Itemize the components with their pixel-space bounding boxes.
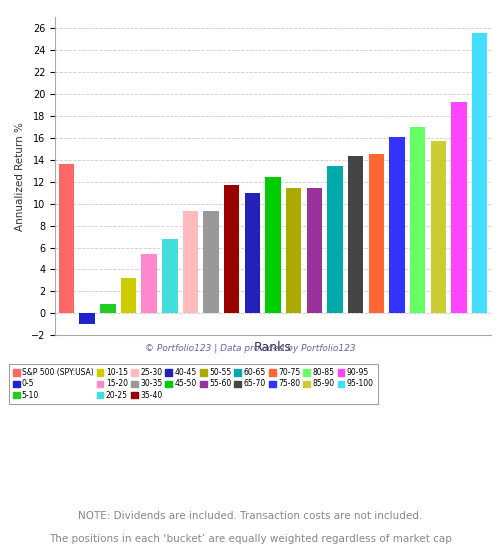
Text: NOTE: Dividends are included. Transaction costs are not included.: NOTE: Dividends are included. Transactio… — [78, 511, 423, 522]
Bar — [389, 136, 405, 314]
X-axis label: Ranks: Ranks — [254, 341, 292, 354]
Bar — [369, 154, 384, 314]
Bar — [121, 278, 136, 314]
Bar — [451, 102, 467, 314]
Bar — [266, 177, 281, 314]
Bar — [141, 254, 157, 314]
Bar — [224, 185, 239, 314]
Bar — [472, 33, 487, 314]
Bar — [183, 211, 198, 314]
Bar — [410, 127, 425, 314]
Bar — [79, 314, 95, 324]
Legend: S&P 500 (SPY:USA), 0-5, 5-10, 10-15, 15-20, 20-25, 25-30, 30-35, 35-40, 40-45, 4: S&P 500 (SPY:USA), 0-5, 5-10, 10-15, 15-… — [9, 364, 378, 404]
Bar — [327, 166, 343, 314]
Bar — [100, 304, 116, 314]
Bar — [348, 157, 363, 314]
Bar — [162, 239, 177, 314]
Bar — [286, 188, 302, 314]
Text: © Portfolio123 | Data provided by Portfolio123: © Portfolio123 | Data provided by Portfo… — [145, 344, 356, 353]
Text: The positions in each ‘bucket’ are equally weighted regardless of market cap: The positions in each ‘bucket’ are equal… — [49, 534, 452, 544]
Bar — [59, 164, 74, 314]
Y-axis label: Annualized Return %: Annualized Return % — [16, 122, 26, 230]
Bar — [430, 141, 446, 314]
Bar — [307, 188, 322, 314]
Bar — [203, 211, 219, 314]
Bar — [244, 192, 260, 314]
